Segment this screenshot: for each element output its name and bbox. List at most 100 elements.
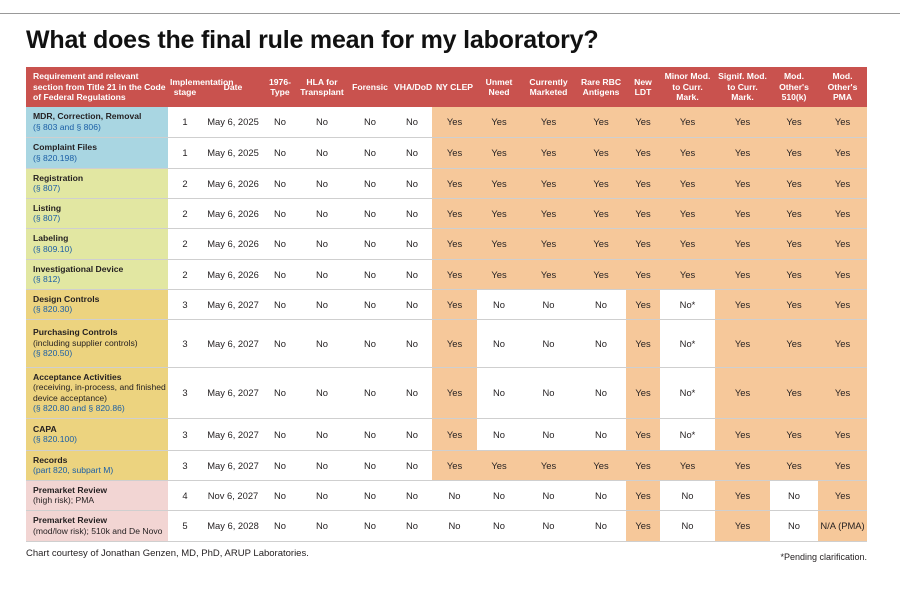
value-cell: N/A (PMA) [818, 510, 867, 542]
value-cell: No [264, 319, 296, 368]
chart-credit: Chart courtesy of Jonathan Genzen, MD, P… [26, 548, 309, 559]
value-cell: Yes [477, 259, 521, 290]
header-col: Signif. Mod. to Curr. Mark. [715, 67, 770, 107]
requirement-title: Acceptance Activities [33, 371, 122, 382]
value-cell: No [477, 289, 521, 320]
requirement-citation: (§ 820.50) [33, 348, 73, 359]
header-col: NY CLEP [432, 67, 477, 107]
value-cell: Yes [626, 137, 660, 169]
value-cell: No [264, 289, 296, 320]
stage-cell: 3 [168, 418, 202, 451]
value-cell: No [392, 259, 432, 290]
value-cell: No [477, 480, 521, 511]
value-cell: No [264, 418, 296, 451]
value-cell: No [770, 510, 818, 542]
value-cell: Yes [432, 319, 477, 368]
value-cell: No [296, 367, 348, 419]
value-cell: No [392, 137, 432, 169]
value-cell: Yes [626, 259, 660, 290]
value-cell: No [296, 259, 348, 290]
table-row: Complaint Files (§ 820.198) 1 May 6, 2025 No… [26, 137, 867, 169]
value-cell: No [576, 319, 626, 368]
value-cell: No [264, 259, 296, 290]
value-cell: No [521, 510, 576, 542]
value-cell: No [264, 450, 296, 481]
value-cell: No* [660, 289, 715, 320]
requirement-title: Investigational Device [33, 263, 124, 274]
value-cell: No [296, 289, 348, 320]
value-cell: Yes [576, 107, 626, 138]
value-cell: Yes [660, 137, 715, 169]
stage-cell: 4 [168, 480, 202, 511]
requirement-cell: MDR, Correction, Removal (§ 803 and § 806… [26, 107, 168, 138]
value-cell: No [348, 289, 392, 320]
requirement-title: Premarket Review [33, 484, 108, 495]
value-cell: No [521, 319, 576, 368]
value-cell: Yes [660, 168, 715, 199]
table-row: Investigational Device (§ 812) 2 May 6, 202… [26, 259, 867, 290]
value-cell: Yes [770, 228, 818, 260]
value-cell: No [392, 198, 432, 229]
requirement-citation: (§ 820.100) [33, 434, 77, 444]
header-col: HLA for Transplant [296, 67, 348, 107]
value-cell: Yes [432, 367, 477, 419]
date-cell: May 6, 2025 [202, 107, 264, 138]
value-cell: Yes [818, 319, 867, 368]
value-cell: Yes [432, 107, 477, 138]
header-col: Minor Mod. to Curr. Mark. [660, 67, 715, 107]
table-row: MDR, Correction, Removal (§ 803 and § 806… [26, 107, 867, 138]
value-cell: Yes [770, 259, 818, 290]
stage-cell: 1 [168, 137, 202, 169]
value-cell: No [296, 510, 348, 542]
date-cell: May 6, 2025 [202, 137, 264, 169]
date-cell: May 6, 2026 [202, 198, 264, 229]
value-cell: No [264, 107, 296, 138]
value-cell: Yes [432, 259, 477, 290]
value-cell: Yes [626, 367, 660, 419]
value-cell: Yes [818, 259, 867, 290]
value-cell: Yes [576, 198, 626, 229]
value-cell: No [392, 168, 432, 199]
value-cell: No [521, 289, 576, 320]
value-cell: Yes [770, 418, 818, 451]
requirement-title: Purchasing Controls [33, 327, 118, 338]
value-cell: No [392, 367, 432, 419]
value-cell: Yes [818, 107, 867, 138]
stage-cell: 3 [168, 367, 202, 419]
value-cell: No [296, 168, 348, 199]
value-cell: Yes [432, 168, 477, 199]
value-cell: No [770, 480, 818, 511]
value-cell: No [296, 137, 348, 169]
requirement-citation: (§ 803 and § 806) [33, 121, 101, 132]
requirement-note: (receiving, in-process, and finished dev… [33, 382, 166, 403]
requirement-citation: (§ 807) [33, 183, 61, 193]
date-cell: May 6, 2026 [202, 168, 264, 199]
value-cell: Yes [521, 450, 576, 481]
date-cell: May 6, 2028 [202, 510, 264, 542]
requirement-cell: Investigational Device (§ 812) [26, 259, 168, 290]
table-row: Acceptance Activities (receiving, in-proc… [26, 367, 867, 419]
requirement-note: (including supplier controls) [33, 337, 138, 348]
value-cell: Yes [477, 450, 521, 481]
value-cell: Yes [818, 168, 867, 199]
value-cell: Yes [432, 137, 477, 169]
value-cell: Yes [477, 198, 521, 229]
value-cell: No [348, 168, 392, 199]
value-cell: Yes [770, 289, 818, 320]
value-cell: No [660, 510, 715, 542]
value-cell: No [392, 418, 432, 451]
header-date: Date [202, 67, 264, 107]
value-cell: Yes [715, 319, 770, 368]
requirement-cell: Complaint Files (§ 820.198) [26, 137, 168, 169]
header-col: Forensic [348, 67, 392, 107]
value-cell: Yes [818, 137, 867, 169]
date-cell: May 6, 2027 [202, 289, 264, 320]
value-cell: Yes [576, 137, 626, 169]
value-cell: Yes [576, 168, 626, 199]
value-cell: Yes [715, 107, 770, 138]
requirement-title: Complaint Files [33, 142, 97, 152]
header-col: Rare RBC Antigens [576, 67, 626, 107]
date-cell: May 6, 2027 [202, 418, 264, 451]
table-body: MDR, Correction, Removal (§ 803 and § 806… [26, 107, 867, 542]
value-cell: No [477, 367, 521, 419]
